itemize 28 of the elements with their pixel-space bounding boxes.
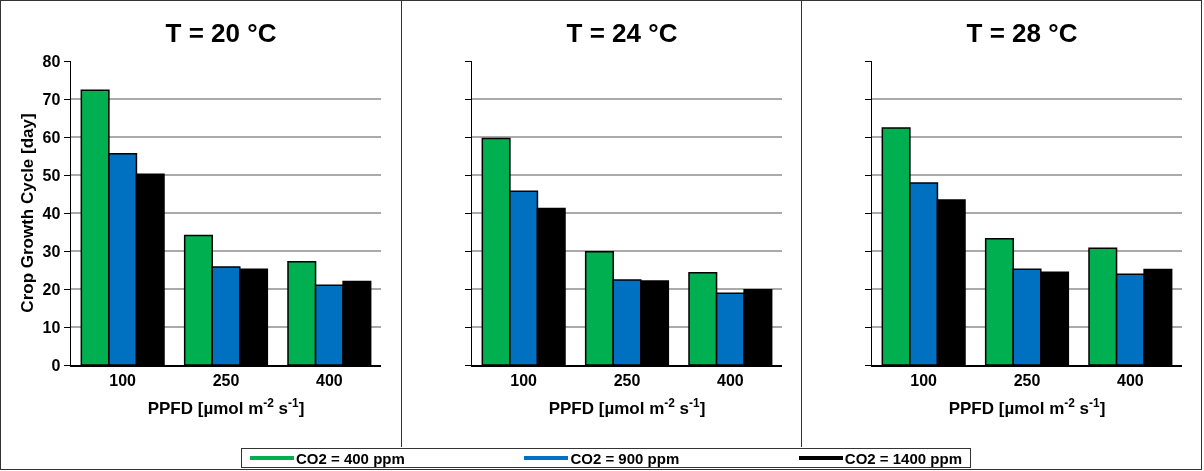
x-axis-title: PPFD [µmol m$^{-2}$ s$^{-1}$]	[548, 395, 706, 419]
y-tick-label: 80	[42, 52, 61, 70]
chart-title: T = 20 °C	[165, 17, 277, 48]
chart-title: T = 24 °C	[566, 17, 678, 48]
y-tick-label: 40	[42, 204, 61, 222]
x-tick-label: 250	[1013, 372, 1041, 390]
legend-label: CO2 = 1400 ppm	[844, 449, 962, 467]
y-axis-title: Crop Growth Cycle [day]	[18, 113, 38, 313]
y-tick-label: 60	[42, 128, 61, 146]
y-tick-label: 10	[42, 318, 61, 336]
x-axis-title: PPFD [µmol m$^{-2}$ s$^{-1}$]	[147, 395, 305, 419]
x-tick-label: 400	[716, 372, 744, 390]
x-tick-label: 400	[315, 372, 343, 390]
x-tick-label: 100	[510, 372, 538, 390]
legend-label: CO2 = 900 ppm	[570, 449, 680, 467]
y-tick-label: 50	[42, 166, 61, 184]
x-tick-label: 100	[910, 372, 938, 390]
y-tick-label: 0	[51, 356, 61, 374]
x-tick-label: 250	[212, 372, 240, 390]
y-tick-label: 30	[42, 242, 61, 260]
x-axis-title: PPFD [µmol m$^{-2}$ s$^{-1}$]	[948, 395, 1106, 419]
x-tick-label: 100	[109, 372, 137, 390]
legend-label: CO2 = 400 ppm	[296, 449, 405, 467]
x-tick-label: 250	[613, 372, 641, 390]
y-tick-label: 70	[42, 90, 61, 108]
y-tick-label: 20	[42, 280, 61, 298]
x-tick-label: 400	[1116, 372, 1144, 390]
chart-title: T = 28 °C	[966, 17, 1078, 48]
